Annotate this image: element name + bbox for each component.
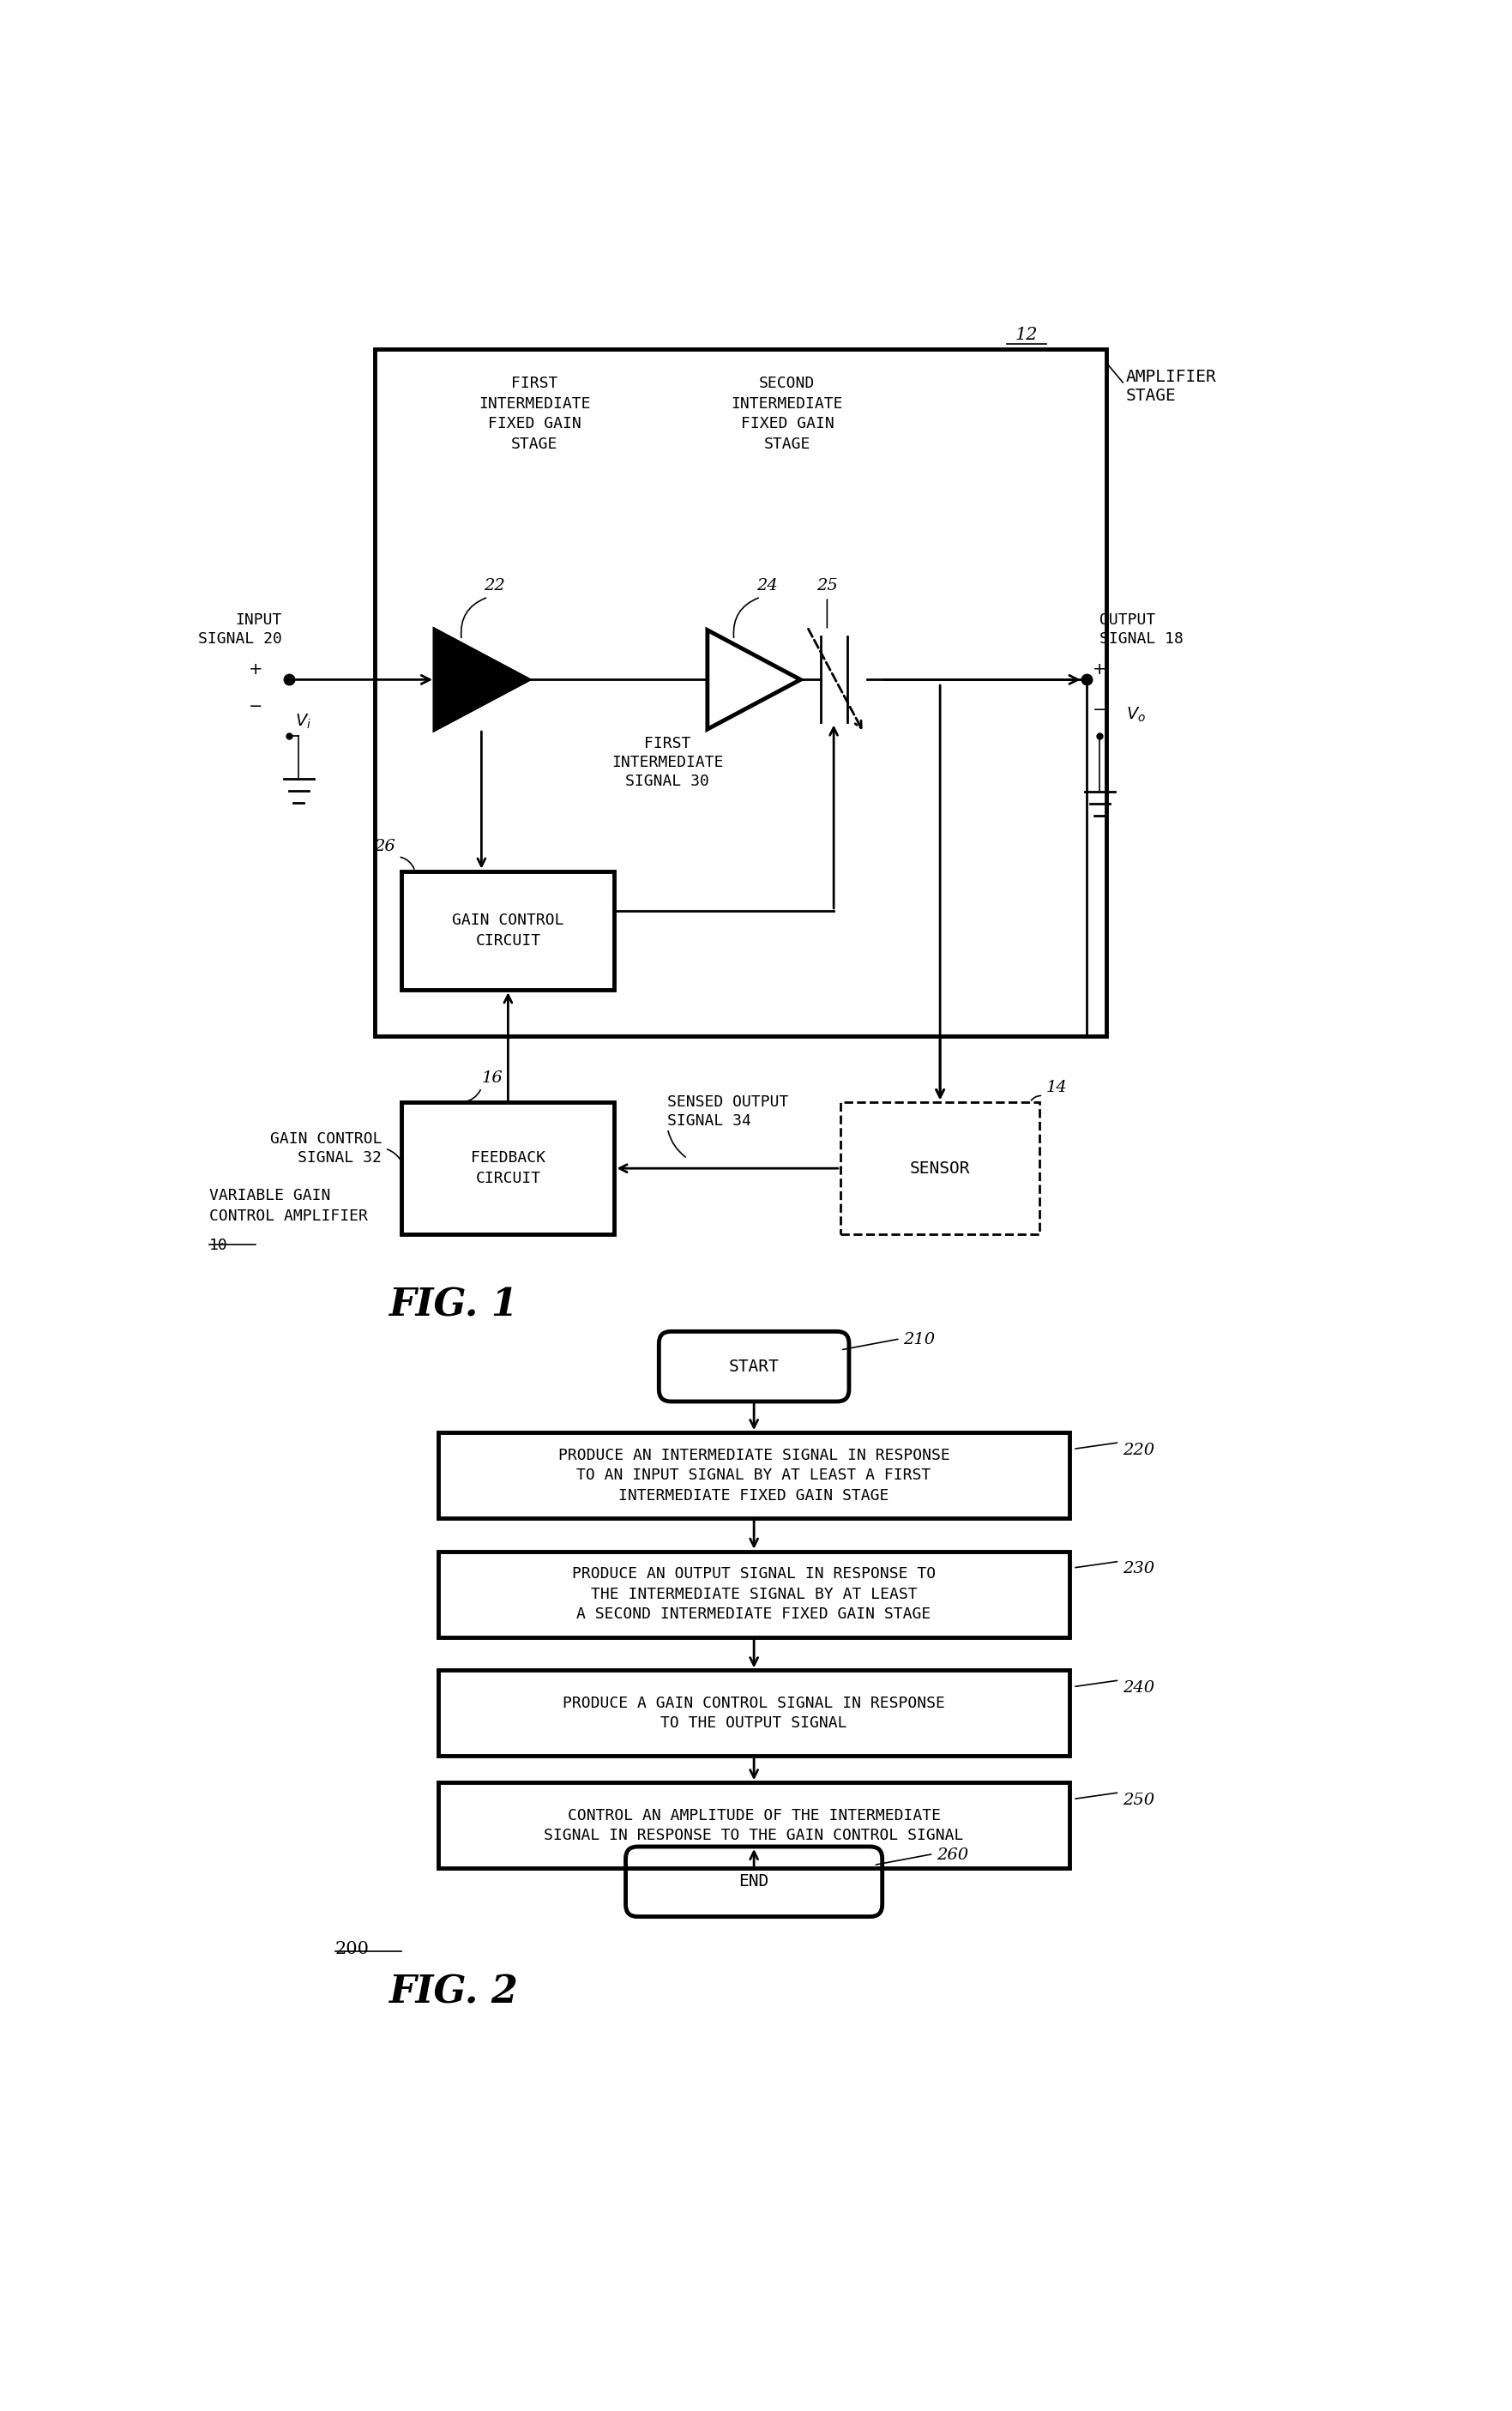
Text: +: + — [1093, 661, 1107, 677]
Text: FIRST
INTERMEDIATE
SIGNAL 30: FIRST INTERMEDIATE SIGNAL 30 — [611, 735, 724, 788]
Text: 25: 25 — [816, 579, 838, 593]
Text: −: − — [248, 697, 263, 714]
Text: 230: 230 — [1123, 1562, 1155, 1577]
Text: VARIABLE GAIN
CONTROL AMPLIFIER: VARIABLE GAIN CONTROL AMPLIFIER — [209, 1189, 367, 1225]
Text: 24: 24 — [756, 579, 777, 593]
Text: CONTROL AN AMPLITUDE OF THE INTERMEDIATE
SIGNAL IN RESPONSE TO THE GAIN CONTROL : CONTROL AN AMPLITUDE OF THE INTERMEDIATE… — [544, 1808, 963, 1844]
Text: SECOND
INTERMEDIATE
FIXED GAIN
STAGE: SECOND INTERMEDIATE FIXED GAIN STAGE — [732, 376, 844, 451]
Text: FIG. 2: FIG. 2 — [389, 1975, 517, 2011]
Text: 14: 14 — [1046, 1080, 1067, 1095]
Text: 200: 200 — [336, 1941, 369, 1958]
Text: $V_i$: $V_i$ — [295, 714, 311, 731]
Text: 22: 22 — [484, 579, 505, 593]
Polygon shape — [435, 629, 528, 728]
Text: START: START — [729, 1357, 779, 1374]
Text: FEEDBACK
CIRCUIT: FEEDBACK CIRCUIT — [470, 1150, 546, 1186]
Text: 12: 12 — [1015, 325, 1037, 342]
Text: 220: 220 — [1123, 1442, 1155, 1459]
Text: GAIN CONTROL
CIRCUIT: GAIN CONTROL CIRCUIT — [452, 914, 564, 948]
Text: 250: 250 — [1123, 1791, 1155, 1808]
Text: SENSOR: SENSOR — [910, 1160, 971, 1177]
Text: FIRST
INTERMEDIATE
FIXED GAIN
STAGE: FIRST INTERMEDIATE FIXED GAIN STAGE — [479, 376, 591, 451]
Text: END: END — [739, 1873, 770, 1890]
Text: +: + — [248, 661, 263, 677]
Text: SENSED OUTPUT
SIGNAL 34: SENSED OUTPUT SIGNAL 34 — [668, 1095, 789, 1128]
Text: $V_o$: $V_o$ — [1126, 706, 1146, 723]
Text: FIG. 1: FIG. 1 — [389, 1287, 517, 1324]
Text: 16: 16 — [481, 1070, 502, 1085]
Text: −: − — [1093, 702, 1107, 718]
Text: GAIN CONTROL
SIGNAL 32: GAIN CONTROL SIGNAL 32 — [269, 1131, 381, 1167]
Text: 210: 210 — [904, 1333, 936, 1348]
Text: PRODUCE AN OUTPUT SIGNAL IN RESPONSE TO
THE INTERMEDIATE SIGNAL BY AT LEAST
A SE: PRODUCE AN OUTPUT SIGNAL IN RESPONSE TO … — [572, 1567, 936, 1623]
Text: AMPLIFIER
STAGE: AMPLIFIER STAGE — [1126, 369, 1217, 405]
Text: PRODUCE AN INTERMEDIATE SIGNAL IN RESPONSE
TO AN INPUT SIGNAL BY AT LEAST A FIRS: PRODUCE AN INTERMEDIATE SIGNAL IN RESPON… — [558, 1447, 950, 1504]
Text: 260: 260 — [937, 1847, 969, 1864]
Text: 10: 10 — [209, 1237, 228, 1254]
Text: PRODUCE A GAIN CONTROL SIGNAL IN RESPONSE
TO THE OUTPUT SIGNAL: PRODUCE A GAIN CONTROL SIGNAL IN RESPONS… — [562, 1695, 945, 1731]
Text: INPUT
SIGNAL 20: INPUT SIGNAL 20 — [198, 612, 283, 646]
Text: 240: 240 — [1123, 1680, 1155, 1695]
Text: OUTPUT
SIGNAL 18: OUTPUT SIGNAL 18 — [1099, 612, 1184, 646]
Text: 26: 26 — [373, 839, 395, 853]
